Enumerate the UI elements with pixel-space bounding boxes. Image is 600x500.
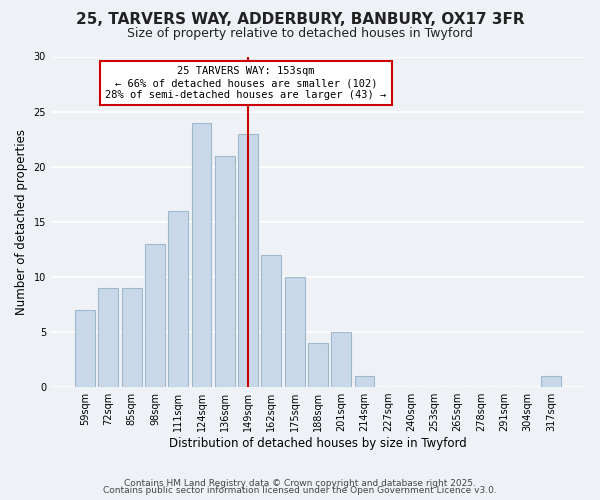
- Text: Contains HM Land Registry data © Crown copyright and database right 2025.: Contains HM Land Registry data © Crown c…: [124, 478, 476, 488]
- Bar: [98, 288, 118, 387]
- Y-axis label: Number of detached properties: Number of detached properties: [15, 129, 28, 315]
- Bar: [541, 376, 561, 387]
- Bar: [285, 277, 305, 387]
- Bar: [262, 255, 281, 387]
- Bar: [169, 211, 188, 387]
- Bar: [75, 310, 95, 387]
- Text: 25, TARVERS WAY, ADDERBURY, BANBURY, OX17 3FR: 25, TARVERS WAY, ADDERBURY, BANBURY, OX1…: [76, 12, 524, 28]
- Bar: [331, 332, 351, 387]
- Bar: [238, 134, 258, 387]
- X-axis label: Distribution of detached houses by size in Twyford: Distribution of detached houses by size …: [169, 437, 467, 450]
- Text: 25 TARVERS WAY: 153sqm
← 66% of detached houses are smaller (102)
28% of semi-de: 25 TARVERS WAY: 153sqm ← 66% of detached…: [105, 66, 386, 100]
- Bar: [191, 122, 211, 387]
- Bar: [308, 343, 328, 387]
- Bar: [355, 376, 374, 387]
- Bar: [145, 244, 165, 387]
- Bar: [215, 156, 235, 387]
- Text: Size of property relative to detached houses in Twyford: Size of property relative to detached ho…: [127, 28, 473, 40]
- Bar: [122, 288, 142, 387]
- Text: Contains public sector information licensed under the Open Government Licence v3: Contains public sector information licen…: [103, 486, 497, 495]
